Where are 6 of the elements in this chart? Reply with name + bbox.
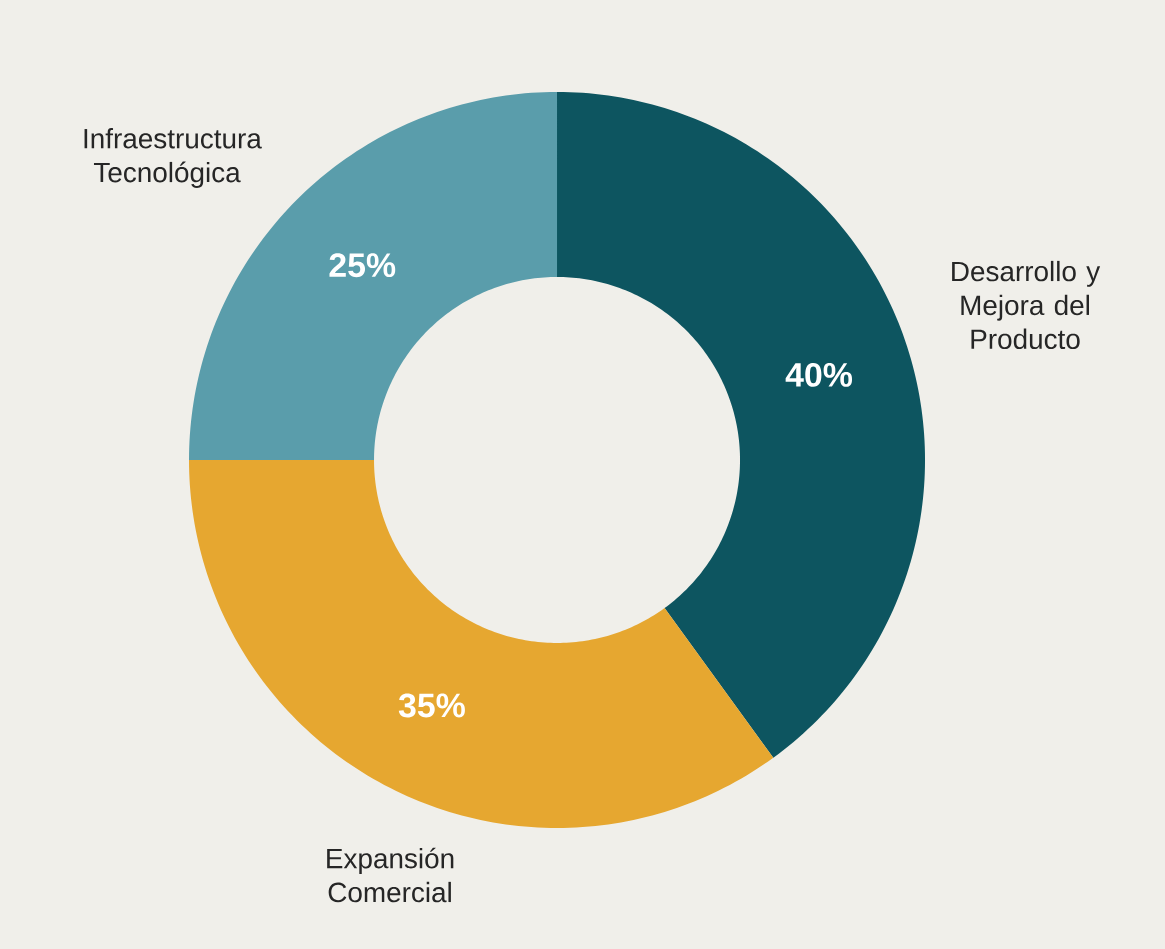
data-label: 35%: [398, 693, 465, 718]
slice-label: Infraestructura Tecnológica: [84, 128, 262, 188]
slice-label: Expansión Comercial: [327, 847, 454, 903]
data-label: 40%: [785, 362, 853, 387]
slice-label: Desarrollo y Mejora del Producto: [952, 260, 1101, 350]
data-label: 25%: [329, 253, 396, 278]
